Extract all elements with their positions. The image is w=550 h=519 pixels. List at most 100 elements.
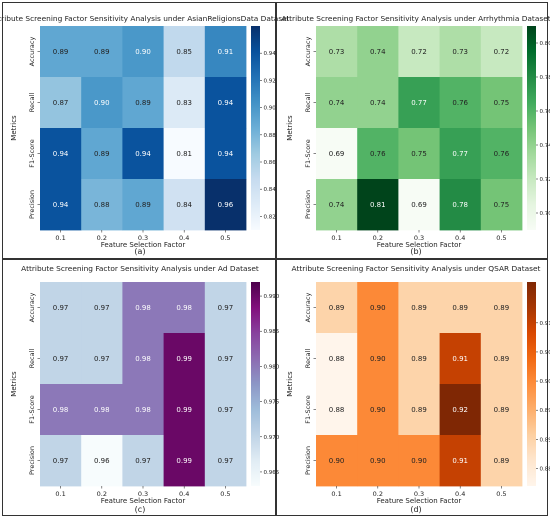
x-tick-label: 0.5: [496, 234, 506, 242]
heatmap-cell: [316, 384, 358, 436]
cell-value-label: 0.72: [494, 48, 510, 56]
y-axis-label: Metrics: [10, 371, 18, 397]
y-axis-label: Metrics: [286, 371, 294, 397]
colorbar-tick-label: 0.970: [264, 435, 280, 441]
panel-title: Attribute Screening Factor Sensitivity A…: [0, 14, 290, 23]
colorbar-tick-label: 0.82: [264, 214, 276, 220]
colorbar: [251, 26, 260, 230]
cell-value-label: 0.75: [494, 201, 510, 209]
cell-value-label: 0.97: [135, 457, 151, 465]
colorbar-tick-label: 0.910: [540, 321, 550, 327]
colorbar-tick-label: 0.890: [540, 437, 550, 443]
colorbar-tick-label: 0.885: [540, 467, 550, 473]
cell-value-label: 0.74: [370, 48, 386, 56]
cell-value-label: 0.73: [452, 48, 468, 56]
colorbar-tick-label: 0.94: [264, 51, 277, 57]
heatmap-cell: [357, 179, 399, 231]
cell-value-label: 0.76: [370, 150, 386, 158]
heatmap-cell: [480, 77, 523, 129]
colorbar-tick-label: 0.84: [264, 187, 277, 193]
colorbar-tick-label: 0.900: [540, 379, 550, 385]
heatmap-cell: [480, 26, 523, 78]
heatmap-cell: [204, 179, 247, 231]
cell-value-label: 0.98: [135, 406, 151, 414]
cell-value-label: 0.83: [176, 99, 192, 107]
cell-value-label: 0.84: [176, 201, 192, 209]
x-tick-label: 0.3: [414, 234, 424, 242]
cell-value-label: 0.89: [452, 304, 468, 312]
heatmap-cell: [163, 333, 206, 385]
heatmap-cell: [398, 435, 440, 487]
heatmap-cell: [40, 282, 82, 334]
colorbar-tick-label: 0.76: [540, 109, 550, 115]
y-tick-label: Accuracy: [304, 293, 312, 323]
y-tick-label: Accuracy: [28, 293, 36, 323]
heatmap-panel-arrhythmia: Attribute Screening Factor Sensitivity A…: [281, 14, 550, 256]
cell-value-label: 0.88: [94, 201, 110, 209]
y-tick-label: F1-Score: [304, 139, 312, 167]
heatmap-cell: [480, 282, 523, 334]
panel-title: Attribute Screening Factor Sensitivity A…: [281, 14, 550, 23]
heatmap-cell: [122, 179, 164, 231]
cell-value-label: 0.81: [176, 150, 192, 158]
colorbar-tick-label: 0.965: [264, 470, 280, 476]
heatmap-cell: [480, 179, 523, 231]
x-tick-label: 0.1: [331, 490, 341, 498]
heatmap-cell: [163, 77, 206, 129]
x-tick-label: 0.1: [331, 234, 341, 242]
cell-value-label: 0.89: [135, 201, 151, 209]
heatmap-cell: [81, 333, 123, 385]
cell-value-label: 0.98: [135, 355, 151, 363]
y-tick-label: Precision: [28, 190, 36, 219]
y-tick-label: Precision: [304, 446, 312, 475]
x-tick-label: 0.3: [414, 490, 424, 498]
heatmap-cell: [439, 179, 482, 231]
cell-value-label: 0.89: [494, 304, 510, 312]
heatmap-cell: [398, 77, 440, 129]
heatmap-panel-ad: Attribute Screening Factor Sensitivity A…: [10, 264, 280, 514]
heatmap-cell: [122, 128, 164, 180]
cell-value-label: 0.99: [176, 406, 192, 414]
x-axis-label: Feature Selection Factor: [377, 241, 462, 249]
cell-value-label: 0.97: [94, 355, 110, 363]
x-tick-label: 0.1: [55, 490, 65, 498]
heatmap-cell: [398, 282, 440, 334]
heatmap-cell: [204, 384, 247, 436]
cell-value-label: 0.89: [135, 99, 151, 107]
y-tick-label: F1-Score: [28, 139, 36, 167]
cell-value-label: 0.90: [329, 457, 345, 465]
heatmap-cell: [204, 333, 247, 385]
cell-value-label: 0.85: [176, 48, 192, 56]
colorbar: [251, 282, 260, 486]
heatmap-cell: [163, 282, 206, 334]
x-tick-label: 0.3: [138, 490, 148, 498]
cell-value-label: 0.74: [329, 99, 345, 107]
panel-caption: (c): [135, 505, 146, 514]
panel-divider-vertical: [275, 2, 277, 516]
cell-value-label: 0.89: [94, 48, 110, 56]
heatmap-cell: [204, 26, 247, 78]
cell-value-label: 0.89: [94, 150, 110, 158]
cell-value-label: 0.90: [411, 457, 427, 465]
heatmap-cell: [122, 384, 164, 436]
heatmap-cell: [316, 282, 358, 334]
x-tick-label: 0.2: [97, 490, 107, 498]
heatmap-cell: [398, 384, 440, 436]
heatmap-cell: [398, 179, 440, 231]
heatmap-cell: [439, 435, 482, 487]
x-axis-label: Feature Selection Factor: [377, 497, 462, 505]
cell-value-label: 0.98: [94, 406, 110, 414]
heatmap-cell: [204, 77, 247, 129]
heatmap-cell: [122, 333, 164, 385]
heatmap-cell: [316, 77, 358, 129]
heatmap-cell: [316, 26, 358, 78]
cell-value-label: 0.97: [94, 304, 110, 312]
x-tick-label: 0.2: [373, 234, 383, 242]
cell-value-label: 0.90: [370, 304, 386, 312]
heatmap-cell: [81, 435, 123, 487]
heatmap-cell: [439, 128, 482, 180]
x-tick-label: 0.5: [220, 490, 230, 498]
y-tick-label: F1-Score: [304, 395, 312, 423]
heatmap-cell: [316, 179, 358, 231]
